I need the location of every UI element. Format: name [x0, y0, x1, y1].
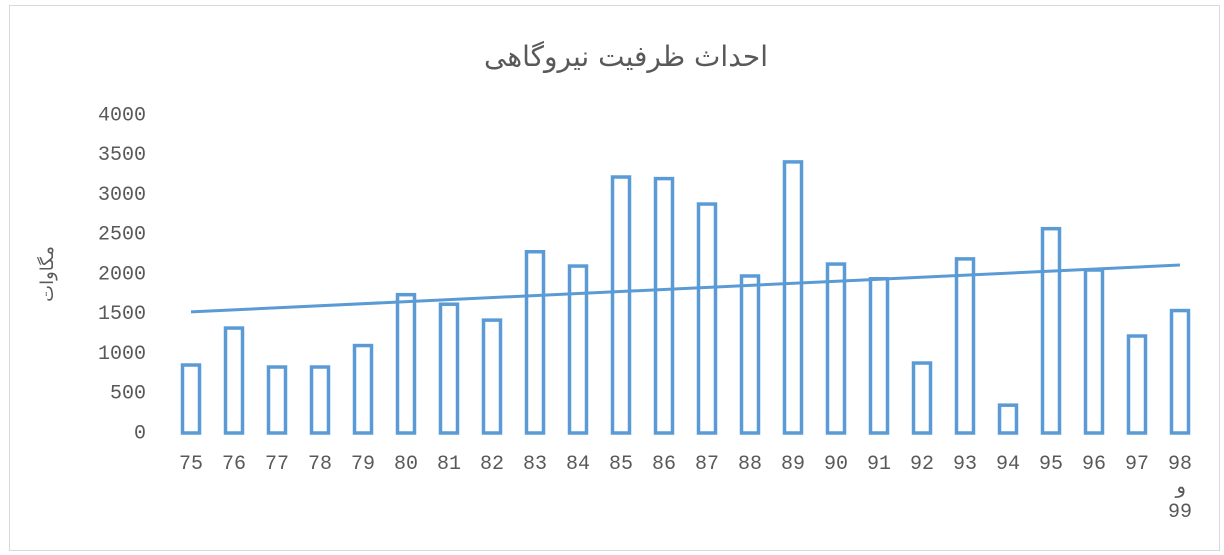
y-tick-label: 4000: [98, 104, 146, 127]
bar: [567, 264, 589, 435]
trendline: [190, 263, 1181, 314]
bar: [911, 361, 933, 435]
x-tick-label: 88: [737, 453, 763, 476]
x-tick-label: 85: [608, 453, 634, 476]
bar: [524, 249, 546, 435]
bar: [395, 292, 417, 435]
y-tick-label: 0: [134, 422, 146, 445]
y-axis-label: مگاوات: [36, 246, 58, 302]
bar: [825, 262, 847, 435]
bar: [223, 326, 245, 435]
x-tick-label: 95: [1038, 453, 1064, 476]
x-tick-label: 75: [178, 453, 204, 476]
x-tick-label: 87: [694, 453, 720, 476]
x-tick-label: 82: [479, 453, 505, 476]
bar: [309, 365, 331, 435]
x-tick-label: 94: [995, 453, 1021, 476]
bar: [266, 365, 288, 435]
x-tick-label: 97: [1124, 453, 1150, 476]
bar: [1040, 226, 1062, 435]
y-tick-label: 500: [110, 383, 146, 406]
x-tick-label: 98 و 99: [1167, 453, 1193, 524]
bar: [696, 202, 718, 435]
x-tick-label: 84: [565, 453, 591, 476]
bar: [438, 302, 460, 435]
bar: [610, 175, 632, 435]
x-tick-label: 80: [393, 453, 419, 476]
bar: [481, 318, 503, 435]
x-tick-label: 83: [522, 453, 548, 476]
bar: [352, 343, 374, 435]
bar: [180, 363, 202, 435]
x-tick-label: 79: [350, 453, 376, 476]
x-tick-label: 86: [651, 453, 677, 476]
bar: [868, 277, 890, 435]
y-tick-label: 1000: [98, 343, 146, 366]
y-tick-label: 3500: [98, 144, 146, 167]
y-tick-label: 2000: [98, 263, 146, 286]
x-tick-label: 91: [866, 453, 892, 476]
chart-title: احداث ظرفیت نیروگاهی: [484, 40, 768, 73]
bar: [739, 274, 761, 435]
x-tick-label: 89: [780, 453, 806, 476]
bar: [1126, 334, 1148, 435]
x-tick-label: 81: [436, 453, 462, 476]
y-tick-label: 3000: [98, 184, 146, 207]
bar: [954, 257, 976, 435]
y-tick-label: 1500: [98, 303, 146, 326]
y-tick-label: 2500: [98, 224, 146, 247]
x-tick-label: 76: [221, 453, 247, 476]
x-tick-label: 90: [823, 453, 849, 476]
x-tick-label: 77: [264, 453, 290, 476]
x-tick-label: 96: [1081, 453, 1107, 476]
bar: [1169, 308, 1191, 435]
bar: [653, 176, 675, 435]
bar: [997, 403, 1019, 435]
bar: [782, 160, 804, 435]
x-tick-label: 93: [952, 453, 978, 476]
x-tick-label: 92: [909, 453, 935, 476]
bar: [1083, 268, 1105, 435]
x-tick-label: 78: [307, 453, 333, 476]
